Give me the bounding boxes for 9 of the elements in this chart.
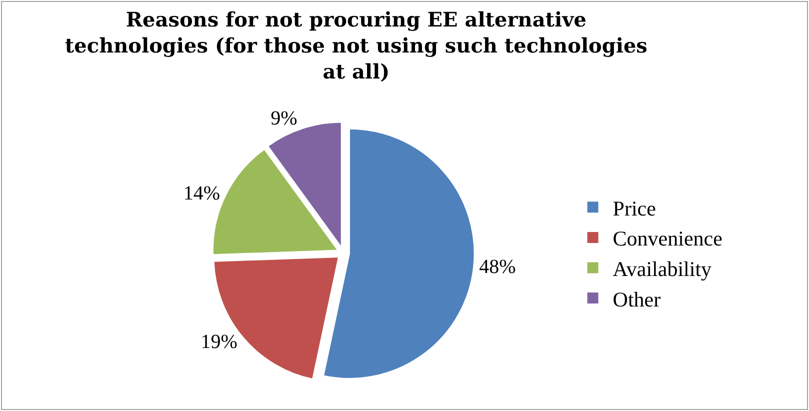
data-label: 48% (479, 256, 516, 278)
data-label: 9% (270, 107, 298, 130)
chart-title: Reasons for not procuring EE alternative technologies (for those not using such technologies at all) (64, 7, 648, 84)
legend-label: Convenience (612, 226, 722, 251)
data-label: 14% (183, 182, 220, 204)
legend-label: Availability (612, 256, 712, 281)
data-label: 19% (200, 330, 238, 353)
legend-label: Price (612, 196, 656, 220)
legend-label: Other (612, 287, 661, 312)
